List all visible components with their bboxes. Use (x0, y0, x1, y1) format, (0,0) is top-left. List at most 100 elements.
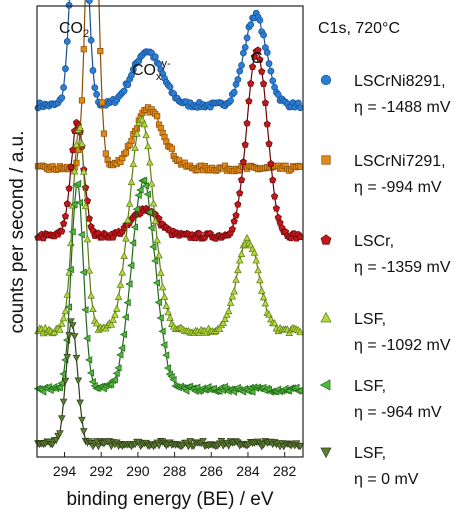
data-point (215, 324, 224, 333)
data-point (65, 184, 73, 192)
legend-series-name: LSF, (354, 445, 386, 462)
peak-label-co2-sub: 2 (83, 28, 89, 40)
data-point (109, 315, 117, 323)
data-point (65, 332, 73, 340)
data-point (151, 53, 159, 61)
data-point (259, 293, 268, 301)
data-point (111, 310, 119, 318)
data-point (125, 199, 134, 207)
legend-series-eta: η = -1359 mV (354, 259, 451, 276)
legend-marker (320, 74, 332, 86)
data-point (58, 94, 66, 102)
data-point (120, 251, 128, 259)
data-point (156, 314, 164, 322)
data-point (241, 140, 249, 148)
data-point (129, 159, 138, 168)
x-tick-label: 292 (90, 463, 114, 479)
data-point (59, 219, 68, 227)
chart-title: C1s, 720°C (318, 20, 400, 37)
data-point (228, 292, 237, 300)
peak-label-c: C (251, 50, 263, 67)
data-point (254, 46, 262, 54)
data-point (182, 387, 190, 395)
data-point (114, 364, 122, 372)
series-0 (34, 0, 304, 112)
data-point (119, 330, 128, 339)
data-point (169, 375, 177, 384)
legend-series-eta: η = -1488 mV (354, 99, 451, 116)
data-point (77, 230, 85, 239)
data-point (145, 208, 153, 216)
data-point (232, 211, 240, 219)
data-point (260, 31, 267, 39)
data-point (70, 333, 79, 341)
data-point (97, 48, 104, 55)
data-point (72, 354, 81, 363)
data-point (261, 299, 270, 307)
data-point (151, 216, 160, 225)
data-point (80, 428, 88, 436)
data-point (157, 268, 165, 276)
data-point (236, 189, 244, 197)
legend-series-name: LSCr, (354, 233, 394, 250)
data-point (131, 143, 139, 151)
data-point (123, 298, 131, 307)
data-point (132, 205, 140, 213)
data-point (68, 228, 76, 236)
data-point (70, 200, 78, 209)
data-point (70, 167, 79, 175)
data-point (69, 146, 77, 154)
data-point (92, 319, 101, 327)
data-point (81, 201, 90, 210)
data-point (154, 298, 162, 307)
data-point (110, 375, 118, 384)
legend-series-name: LSF, (354, 378, 386, 395)
data-point (87, 36, 95, 44)
data-point (257, 286, 266, 294)
data-point (270, 192, 279, 200)
plot-frame (36, 5, 304, 458)
x-tick-label: 288 (163, 463, 187, 479)
data-point (149, 199, 158, 207)
data-point (239, 49, 247, 57)
data-point (226, 298, 235, 306)
data-point (140, 176, 148, 185)
legend-marker (320, 447, 332, 459)
data-point (186, 438, 194, 446)
data-point (83, 334, 91, 343)
data-point (61, 377, 70, 385)
data-point (151, 257, 159, 265)
data-point (100, 130, 108, 137)
data-point (237, 249, 246, 258)
data-point (155, 214, 163, 222)
x-tick-label: 294 (53, 463, 77, 479)
data-point (221, 314, 229, 322)
series-1 (34, 0, 304, 175)
legend-series-name: LSF, (354, 311, 386, 328)
data-point (58, 227, 66, 235)
legend-series-eta: η = -964 mV (354, 404, 442, 421)
data-point (63, 38, 71, 45)
peak-label-cox-sup: y- (162, 58, 172, 70)
data-point (78, 139, 86, 147)
data-point (57, 379, 65, 388)
series-4 (33, 176, 304, 396)
data-point (61, 306, 70, 315)
data-point (146, 158, 154, 166)
data-point (140, 120, 149, 128)
data-point (158, 327, 166, 336)
data-point (296, 443, 305, 451)
data-point (158, 283, 167, 291)
data-point (79, 268, 87, 277)
legend-series-name: LSCrNi7291, (354, 153, 446, 170)
data-point (83, 235, 92, 243)
data-point (147, 179, 156, 187)
data-point (80, 167, 88, 175)
data-point (125, 280, 133, 288)
data-point (252, 256, 260, 264)
data-point (224, 306, 233, 315)
data-point (107, 380, 115, 389)
data-point (269, 77, 277, 85)
data-point (162, 351, 170, 359)
legend-series-eta: η = 0 mV (354, 471, 419, 488)
